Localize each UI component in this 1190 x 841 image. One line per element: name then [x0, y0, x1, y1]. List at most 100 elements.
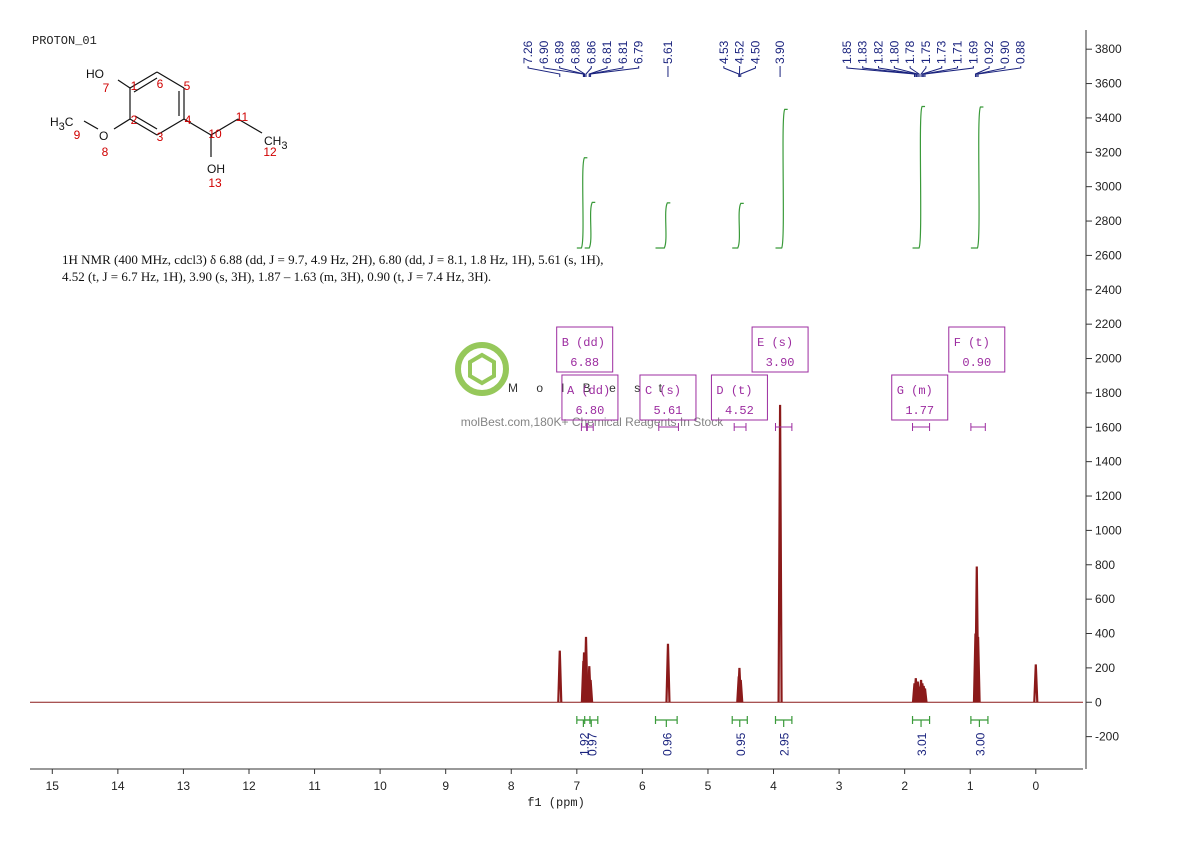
y-tick-label: 1600	[1095, 420, 1122, 434]
x-tick-label: 8	[508, 779, 515, 793]
peak-pick-connector	[846, 66, 915, 77]
peak-pick-label: 6.88	[568, 40, 582, 64]
y-tick-label: 2200	[1095, 317, 1122, 331]
integral-bracket	[731, 716, 748, 727]
multiplet-shift: 0.90	[962, 356, 991, 370]
multiplet-shift: 6.80	[576, 404, 605, 418]
atom-label: CH3	[264, 134, 287, 152]
peak-pick-connector	[878, 66, 917, 77]
peak-pick-connector	[740, 66, 756, 77]
y-tick-label: 3400	[1095, 111, 1122, 125]
integral-label: 3.00	[973, 732, 987, 756]
peak-pick-label: 0.92	[982, 40, 996, 64]
x-tick-label: 1	[967, 779, 974, 793]
integral-curve	[576, 157, 588, 249]
peak-pick-connector	[588, 66, 624, 77]
peak-pick-label: 1.82	[872, 40, 886, 64]
multiplet-range	[774, 423, 793, 431]
peak-pick-label: 4.53	[717, 40, 731, 64]
x-tick-label: 15	[46, 779, 60, 793]
peak-pick-label: 1.73	[935, 40, 949, 64]
atom-number: 7	[103, 81, 110, 95]
integral-label: 2.95	[778, 732, 792, 756]
atom-label: OH	[207, 162, 225, 176]
y-tick-label: 600	[1095, 592, 1115, 606]
y-tick-label: 1800	[1095, 386, 1122, 400]
peak-pick-label: 6.86	[584, 40, 598, 64]
y-tick-label: -200	[1095, 730, 1119, 744]
multiplet-box	[891, 374, 949, 421]
peak	[922, 688, 928, 703]
multiplet-name: F (t)	[954, 336, 990, 350]
peak-pick-connector	[977, 66, 1022, 77]
integral-label: 0.97	[585, 732, 599, 756]
multiplet-range	[970, 423, 986, 431]
atom-number: 13	[208, 176, 222, 190]
peak	[583, 636, 589, 703]
integral-curve	[912, 105, 926, 249]
atom-label: H3C	[50, 115, 74, 133]
integral-label: 1.92	[577, 732, 591, 756]
multiplet-name: E (s)	[757, 336, 793, 350]
peak-pick-connector	[543, 66, 584, 77]
multiplet-shift: 5.61	[654, 404, 683, 418]
peak-pick-connector	[909, 66, 920, 77]
y-tick-label: 3000	[1095, 180, 1122, 194]
y-tick-label: 2000	[1095, 352, 1122, 366]
y-tick-label: 800	[1095, 558, 1115, 572]
atom-labels: HO H3C O OH CH3	[50, 67, 287, 176]
atom-numbers: 1 2 3 4 5 6 7 8 9 10 11 12 13	[74, 77, 277, 190]
y-tick-label: 200	[1095, 661, 1115, 675]
peak-pick-label: 6.81	[616, 40, 630, 64]
x-tick-label: 12	[242, 779, 256, 793]
multiplet-box	[556, 326, 614, 373]
x-axis-label: f1 (ppm)	[527, 796, 585, 810]
peak-pick-connector	[924, 66, 974, 77]
peak-pick-label: 4.52	[733, 40, 747, 64]
chart-title: PROTON_01	[32, 34, 97, 48]
peak-pick-connector	[920, 66, 927, 77]
multiplet-shift: 3.90	[766, 356, 795, 370]
peak-pick-connector	[921, 66, 943, 77]
x-tick-label: 4	[770, 779, 777, 793]
atom-number: 4	[185, 113, 192, 127]
peak-pick-connector	[559, 66, 585, 77]
peak-pick-label: 0.90	[998, 40, 1012, 64]
multiplet-name: A (dd)	[567, 384, 610, 398]
atom-number: 3	[157, 130, 164, 144]
y-tick-label: 3600	[1095, 77, 1122, 91]
y-tick-label: 3200	[1095, 145, 1122, 159]
atom-number: 9	[74, 128, 81, 142]
peak	[777, 404, 783, 703]
peak-pick-label: 6.79	[632, 40, 646, 64]
logo-hex	[468, 352, 496, 386]
peak-pick-label: 1.83	[856, 40, 870, 64]
y-tick-label: 2400	[1095, 283, 1122, 297]
multiplet-box	[751, 326, 809, 373]
peak-pick-label: 1.80	[887, 40, 901, 64]
structure	[83, 71, 263, 157]
y-tick-label: 1200	[1095, 489, 1122, 503]
peak-pick-connector	[527, 66, 561, 77]
multiplet-shift: 4.52	[725, 404, 754, 418]
peak-pick-label: 6.81	[600, 40, 614, 64]
integral-curve	[775, 108, 788, 249]
x-tick-label: 5	[705, 779, 712, 793]
peak	[975, 636, 981, 703]
multiplet-box	[948, 326, 1006, 373]
integral-curve	[655, 202, 671, 249]
integral-curve	[732, 202, 744, 249]
integral-bracket	[970, 716, 989, 727]
y-tick-label: 0	[1095, 695, 1102, 709]
integral-label: 3.01	[915, 732, 929, 756]
atom-number: 1	[131, 79, 138, 93]
atom-label: HO	[86, 67, 104, 81]
integral-bracket	[774, 716, 793, 727]
multiplet-name: G (m)	[897, 384, 933, 398]
integral-bracket	[584, 716, 599, 727]
atom-number: 10	[208, 127, 222, 141]
multiplet-box	[561, 374, 619, 421]
integral-curve	[584, 201, 596, 249]
x-tick-label: 0	[1032, 779, 1039, 793]
